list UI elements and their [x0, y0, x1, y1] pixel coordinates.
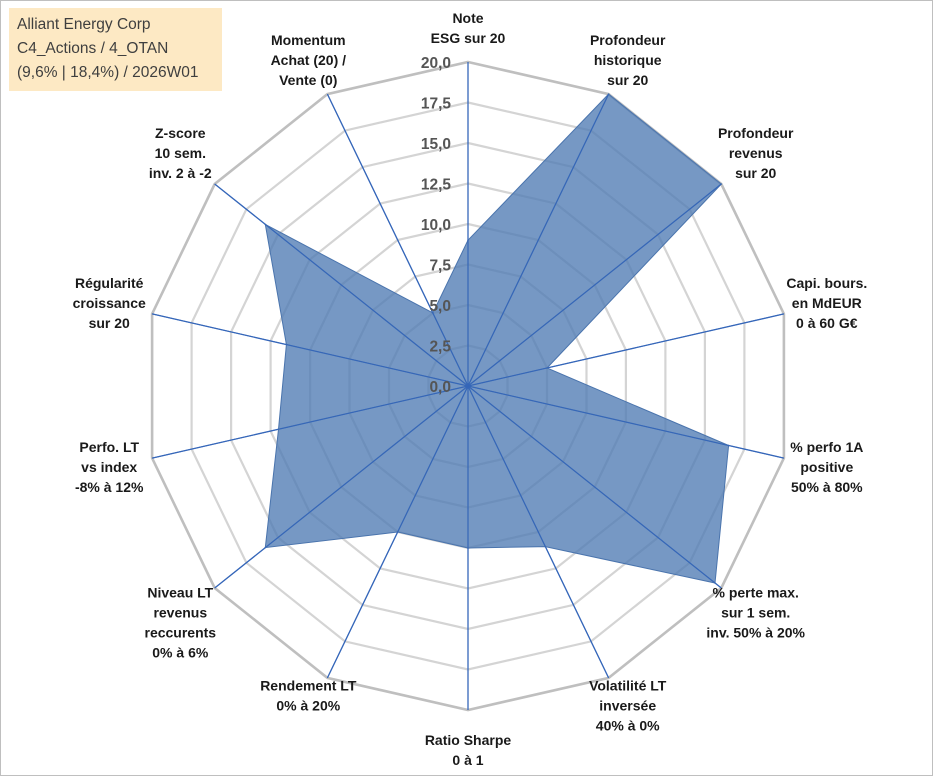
company-name: Alliant Energy Corp	[17, 16, 151, 33]
tick-label-4: 10,0	[421, 217, 451, 234]
axis-label-6-line-0: Volatilité LT	[589, 678, 667, 694]
axis-label-5: % perte max. sur 1 sem. inv. 50% à 20%	[706, 585, 805, 641]
tick-label-6: 15,0	[421, 136, 451, 153]
axis-label-10: Perfo. LT vs index -8% à 12%	[75, 439, 144, 495]
axis-label-9-line-1: revenus	[153, 605, 207, 621]
tick-label-3: 7,5	[429, 258, 451, 275]
spoke-overlay-5	[467, 385, 722, 589]
tick-label-0: 0,0	[429, 379, 451, 396]
spoke-overlay-11	[151, 313, 469, 387]
spoke-overlay-6	[467, 385, 610, 679]
axis-label-3-line-0: Capi. bours.	[786, 275, 867, 291]
axis-label-7-line-1: 0 à 1	[452, 752, 483, 768]
axis-label-12: Z-score 10 sem. inv. 2 à -2	[149, 125, 212, 181]
tick-label-8: 20,0	[421, 55, 451, 72]
axis-label-8-line-0: Rendement LT	[260, 678, 357, 694]
axis-label-3: Capi. bours. en MdEUR 0 à 60 G€	[786, 275, 867, 331]
tick-label-1: 2,5	[429, 339, 451, 356]
axis-label-0-line-1: ESG sur 20	[431, 30, 506, 46]
axis-label-7-line-0: Ratio Sharpe	[425, 732, 512, 748]
axis-label-2-line-2: sur 20	[735, 165, 776, 181]
tick-label-2: 5,0	[429, 298, 451, 315]
axis-label-4-line-1: positive	[800, 459, 853, 475]
radar-tick-labels: 0,0 2,5 5,0 7,5 10,0 12,5 15,0 17,5 20,0	[421, 55, 452, 396]
axis-label-8: Rendement LT 0% à 20%	[260, 678, 357, 714]
axis-label-12-line-1: 10 sem.	[155, 145, 206, 161]
axis-label-13-line-0: Momentum	[271, 32, 346, 48]
spoke-overlay-12	[214, 183, 469, 387]
category-path: C4_Actions / 4_OTAN	[17, 40, 169, 57]
axis-label-5-line-2: inv. 50% à 20%	[706, 625, 805, 641]
spoke-overlay-4	[467, 385, 785, 459]
axis-label-1-line-2: sur 20	[607, 72, 648, 88]
axis-label-6: Volatilité LT inversée 40% à 0%	[589, 678, 667, 734]
spoke-overlay-8	[326, 385, 469, 679]
axis-label-12-line-2: inv. 2 à -2	[149, 165, 212, 181]
radar-series	[151, 62, 785, 710]
axis-label-3-line-1: en MdEUR	[792, 295, 862, 311]
axis-label-10-line-2: -8% à 12%	[75, 479, 144, 495]
series-area-0	[264, 93, 730, 584]
axis-label-10-line-0: Perfo. LT	[79, 439, 139, 455]
period-stats: (9,6% | 18,4%) / 2026W01	[17, 64, 199, 81]
spoke-overlay-10	[151, 385, 469, 459]
axis-label-2-line-0: Profondeur	[718, 125, 794, 141]
axis-label-4: % perfo 1A positive 50% à 80%	[790, 439, 863, 495]
axis-label-1-line-1: historique	[594, 52, 662, 68]
axis-label-0-line-0: Note	[452, 10, 483, 26]
tick-label-7: 17,5	[421, 96, 452, 113]
axis-label-13-line-1: Achat (20) /	[271, 52, 347, 68]
tick-label-5: 12,5	[421, 177, 452, 194]
info-box: Alliant Energy Corp C4_Actions / 4_OTAN …	[9, 8, 222, 91]
axis-label-0: Note ESG sur 20	[431, 10, 506, 46]
axis-label-1: Profondeur historique sur 20	[590, 32, 666, 88]
axis-label-6-line-2: 40% à 0%	[596, 718, 660, 734]
axis-label-2-line-1: revenus	[729, 145, 783, 161]
axis-label-11-line-2: sur 20	[89, 315, 130, 331]
axis-label-9: Niveau LT revenus reccurents 0% à 6%	[145, 585, 217, 661]
axis-label-11: Régularité croissance sur 20	[73, 275, 146, 331]
axis-label-11-line-0: Régularité	[75, 275, 144, 291]
axis-label-10-line-1: vs index	[81, 459, 137, 475]
axis-label-4-line-0: % perfo 1A	[790, 439, 863, 455]
spoke-overlay-9	[214, 385, 469, 589]
axis-label-8-line-1: 0% à 20%	[276, 698, 340, 714]
axis-label-9-line-3: 0% à 6%	[152, 645, 209, 661]
axis-label-1-line-0: Profondeur	[590, 32, 666, 48]
axis-label-5-line-0: % perte max.	[713, 585, 799, 601]
axis-label-13-line-2: Vente (0)	[279, 72, 337, 88]
axis-label-3-line-2: 0 à 60 G€	[796, 315, 858, 331]
axis-label-9-line-2: reccurents	[145, 625, 217, 641]
spoke-overlay-3	[467, 313, 785, 387]
axis-label-9-line-0: Niveau LT	[147, 585, 213, 601]
axis-label-11-line-1: croissance	[73, 295, 146, 311]
axis-label-12-line-0: Z-score	[155, 125, 206, 141]
spoke-overlay-1	[467, 93, 610, 387]
axis-label-6-line-1: inversée	[599, 698, 656, 714]
axis-label-5-line-1: sur 1 sem.	[721, 605, 790, 621]
radar-axis-labels: Note ESG sur 20 Profondeur historique sur 20…	[73, 10, 868, 768]
axis-label-4-line-2: 50% à 80%	[791, 479, 863, 495]
axis-label-13: Momentum Achat (20) / Vente (0)	[271, 32, 347, 88]
axis-label-2: Profondeur revenus sur 20	[718, 125, 794, 181]
spoke-overlay-13	[326, 93, 469, 387]
axis-label-7: Ratio Sharpe 0 à 1	[425, 732, 512, 768]
spoke-overlay-2	[467, 183, 722, 387]
